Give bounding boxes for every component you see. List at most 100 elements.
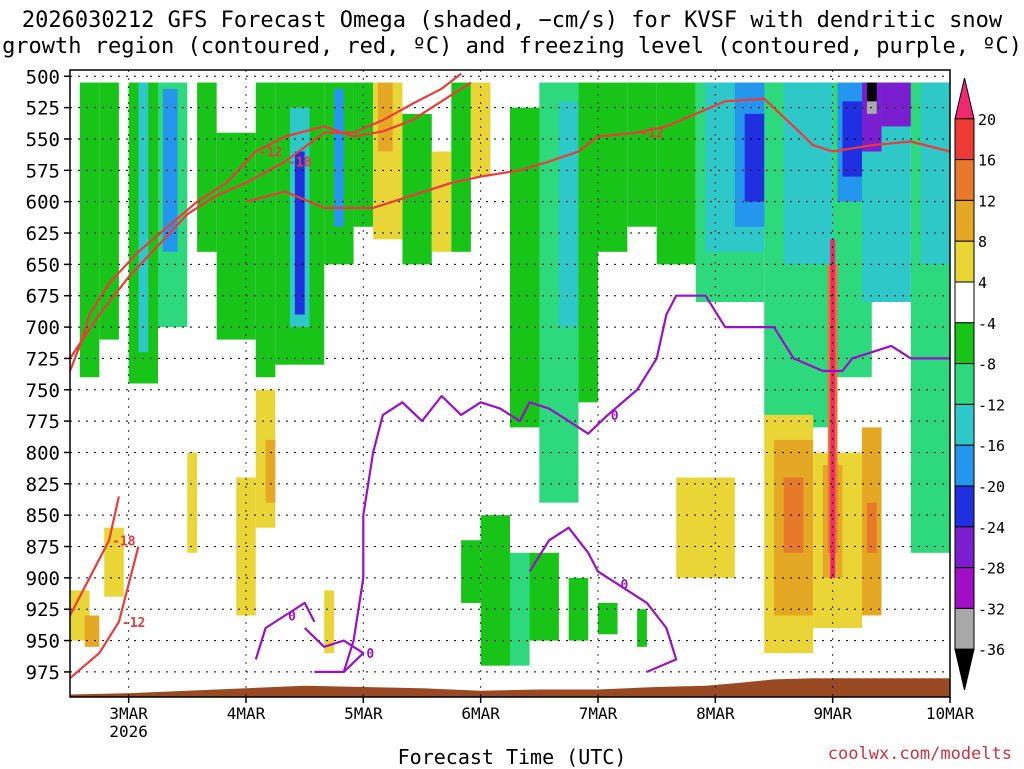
omega-cell <box>187 452 198 553</box>
colorbar-label: -36 <box>978 641 1005 659</box>
y-tick-label: 550 <box>26 129 60 151</box>
omega-cell <box>480 515 510 666</box>
omega-cell <box>598 602 618 635</box>
x-tick-label: 6MAR <box>461 704 500 723</box>
y-tick-label: 675 <box>26 286 60 308</box>
y-tick-label: 875 <box>26 537 60 559</box>
freezing-contour <box>303 627 365 674</box>
omega-cell <box>216 132 256 340</box>
colorbar-segment <box>954 77 975 120</box>
dendritic-contour <box>245 97 950 209</box>
colorbar-segment <box>954 281 975 324</box>
y-tick-label: 725 <box>26 348 60 370</box>
colorbar-label: 20 <box>978 111 996 129</box>
omega-cell <box>470 82 491 177</box>
axes: 500 525 550 575 600 625 650 675 700 725 750 775 800 8… <box>26 66 975 740</box>
colorbar-segment <box>954 199 975 242</box>
omega-cell <box>866 502 877 553</box>
x-tick-label: 3MAR <box>109 704 148 723</box>
chart-title-line1: 2026030212 GFS Forecast Omega (shaded, −… <box>21 8 1003 33</box>
y-tick-label: 525 <box>26 98 60 120</box>
colorbar-label: -28 <box>978 560 1005 578</box>
colorbar-label: -16 <box>978 437 1005 455</box>
omega-cell <box>866 82 877 102</box>
omega-cell <box>431 151 452 252</box>
y-tick-label: 825 <box>26 474 60 496</box>
omega-cell <box>783 82 833 265</box>
omega-cell <box>197 82 217 252</box>
omega-chart: -12 -18 -12 -18 -12 0 0 0 0 500 525 550 575 600 625 65… <box>26 66 1005 740</box>
freezing-contour-label: 0 <box>366 647 374 662</box>
omega-cell <box>578 82 598 403</box>
terrain-fill <box>70 678 950 697</box>
dendritic-contour <box>70 72 462 360</box>
omega-cell <box>334 88 344 227</box>
colorbar-label: -20 <box>978 478 1005 496</box>
omega-cell <box>162 88 178 252</box>
grid-lines <box>70 70 951 697</box>
colorbar-label: 4 <box>978 274 987 292</box>
colorbar-segment <box>954 444 975 487</box>
y-tick-label: 775 <box>26 411 60 433</box>
x-tick-label: 8MAR <box>696 704 735 723</box>
colorbar-segment <box>954 403 975 446</box>
freezing-contour <box>528 526 678 673</box>
y-tick-label: 900 <box>26 568 60 590</box>
omega-cell <box>627 82 657 227</box>
y-tick-label: 625 <box>26 223 60 245</box>
y-tick-label: 950 <box>26 631 60 653</box>
omega-cell <box>294 151 305 315</box>
colorbar-segment <box>954 159 975 201</box>
dendritic-contour <box>70 546 140 680</box>
omega-cell <box>637 609 647 647</box>
x-axis-title: Forecast Time (UTC) <box>397 745 627 769</box>
omega-cell <box>84 615 100 647</box>
colorbar-segment <box>954 607 975 650</box>
chart-title-line2: growth region (contoured, red, ºC) and f… <box>2 34 1022 59</box>
colorbar: 20 16 12 8 4 -4 -8 -12 -16 -20 -24 -28 -32 -36 <box>954 77 1005 691</box>
x-subtick-label: 2026 <box>109 722 148 740</box>
dendritic-contour <box>70 496 120 617</box>
omega-cell <box>451 82 471 252</box>
terrain <box>70 678 950 697</box>
freezing-contour <box>254 601 316 660</box>
omega-cell <box>529 552 559 641</box>
colorbar-label: 12 <box>978 192 996 210</box>
omega-cell <box>920 82 950 265</box>
y-tick-label: 925 <box>26 599 60 621</box>
x-tick-label: 7MAR <box>579 704 618 723</box>
colorbar-segment <box>954 118 975 161</box>
colorbar-segment <box>954 526 975 569</box>
dendritic-contour-label: -12 <box>259 146 282 161</box>
omega-shading <box>70 70 950 697</box>
dendritic-contour-label: -12 <box>640 127 663 142</box>
omega-cell <box>79 82 100 378</box>
dendritic-contour <box>70 81 472 372</box>
freezing-contour-label: 0 <box>288 609 296 624</box>
colorbar-label: -32 <box>978 600 1005 618</box>
colorbar-label: 16 <box>978 152 996 170</box>
omega-cell <box>461 540 481 603</box>
y-tick-label: 750 <box>26 380 60 402</box>
x-tick-label: 4MAR <box>227 704 266 723</box>
dendritic-contour-label: -18 <box>112 534 136 549</box>
omega-cell <box>783 477 804 553</box>
x-tick-label: 5MAR <box>344 704 383 723</box>
colorbar-segment <box>954 240 975 283</box>
omega-cell <box>830 239 836 578</box>
omega-cell <box>324 590 334 654</box>
colorbar-label: 8 <box>978 233 987 251</box>
omega-cell <box>881 82 911 127</box>
y-tick-label: 575 <box>26 160 60 182</box>
omega-cell <box>568 577 589 641</box>
omega-cell <box>99 82 119 340</box>
y-tick-label: 650 <box>26 254 60 276</box>
credit-text: coolwx.com/modelts <box>827 744 1012 764</box>
colorbar-segment <box>954 567 975 609</box>
y-tick-label: 850 <box>26 505 60 527</box>
colorbar-label: -8 <box>978 356 996 374</box>
contours: -12 -18 -12 -18 -12 0 0 0 0 <box>70 72 950 680</box>
colorbar-segment <box>954 485 975 528</box>
colorbar-segment <box>954 363 975 405</box>
y-tick-label: 600 <box>26 192 60 214</box>
